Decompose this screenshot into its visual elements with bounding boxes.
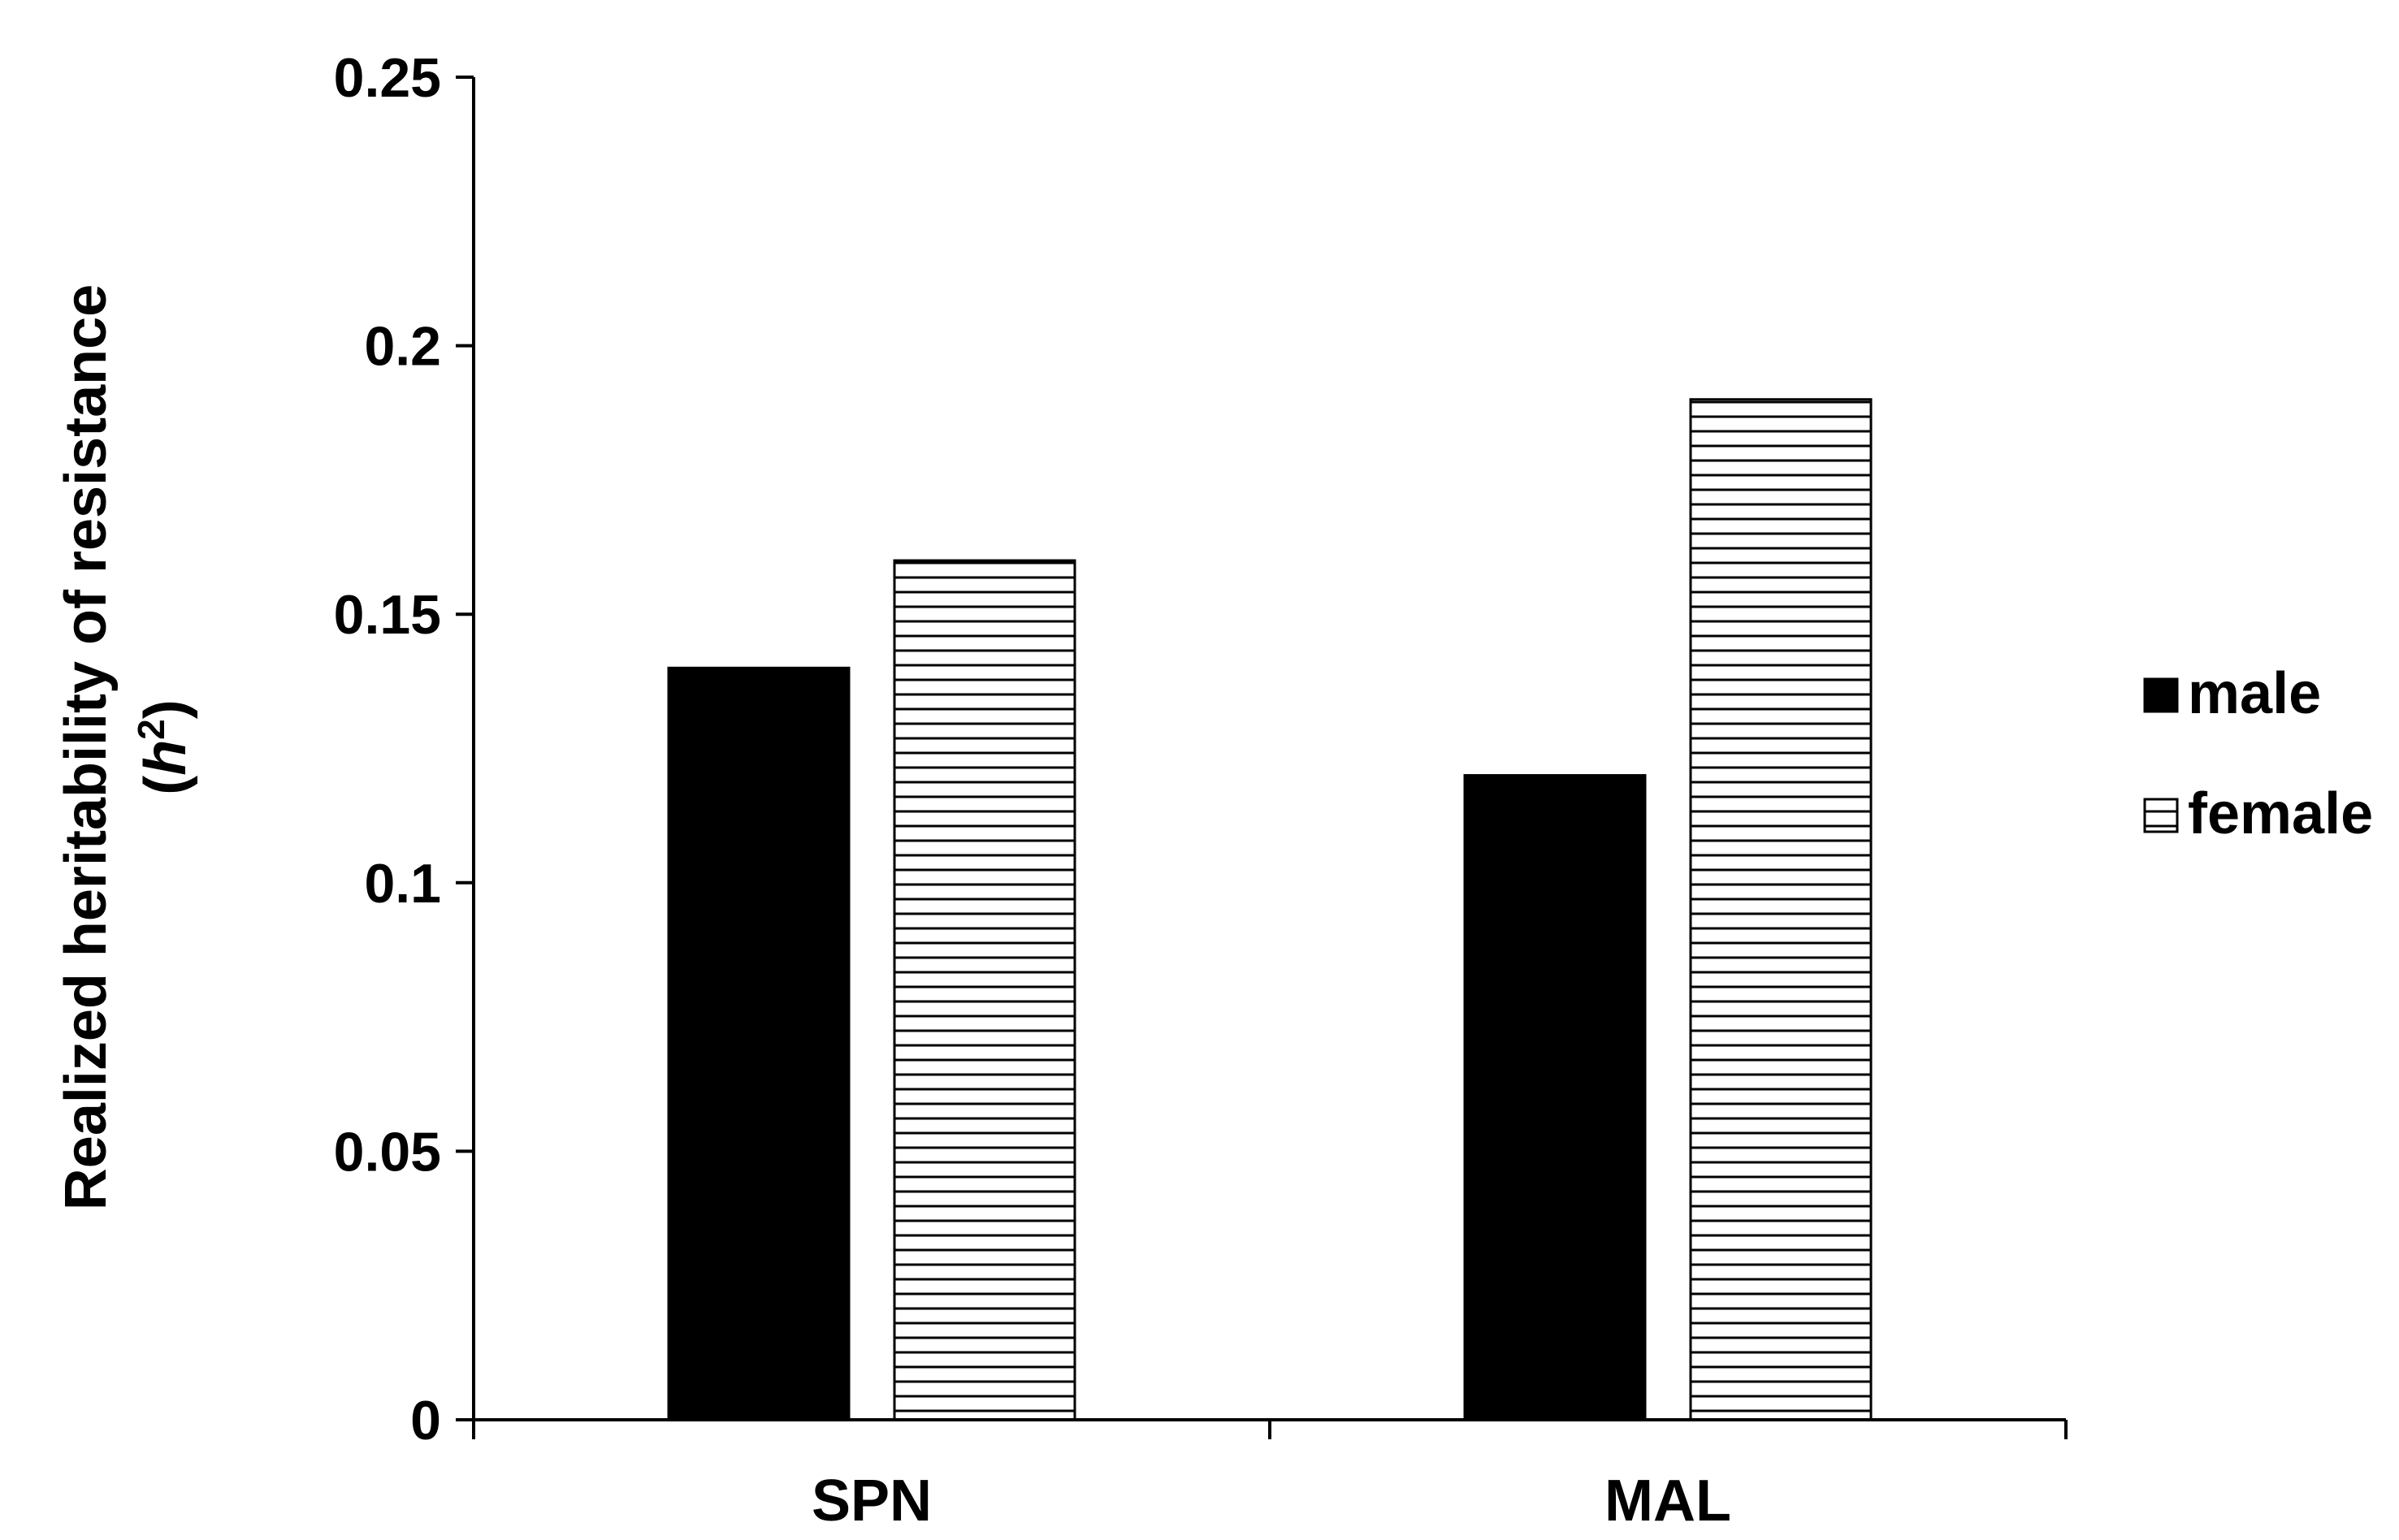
bar-female-mal [1689,398,1873,1421]
y-tick-label: 0.15 [334,584,441,646]
y-axis-label-unit: (h2) [130,699,198,795]
legend-swatch-male [2143,677,2179,713]
y-tick-label: 0.05 [334,1121,441,1183]
bars-group [667,398,1873,1421]
y-tick-label: 0.25 [334,47,441,109]
bar-male-mal [1463,774,1647,1421]
y-axis-ticks: 0 0.05 0.1 0.15 0.2 0.25 [334,47,474,1451]
x-tick-label: SPN [812,1469,932,1534]
x-tick-label: MAL [1604,1469,1731,1534]
y-tick-label: 0.1 [364,853,441,915]
bar-female-spn [893,559,1076,1421]
legend: male female [2143,661,2373,846]
legend-label-female: female [2188,781,2373,846]
legend-swatch-female [2143,798,2179,833]
bar-male-spn [667,666,851,1421]
x-axis-ticks: SPN MAL [472,1420,2068,1534]
y-axis-label: Realized heritability of resistance [54,284,119,1210]
legend-label-male: male [2188,661,2321,726]
y-tick-label: 0 [410,1390,441,1451]
y-tick-label: 0.2 [364,316,441,378]
